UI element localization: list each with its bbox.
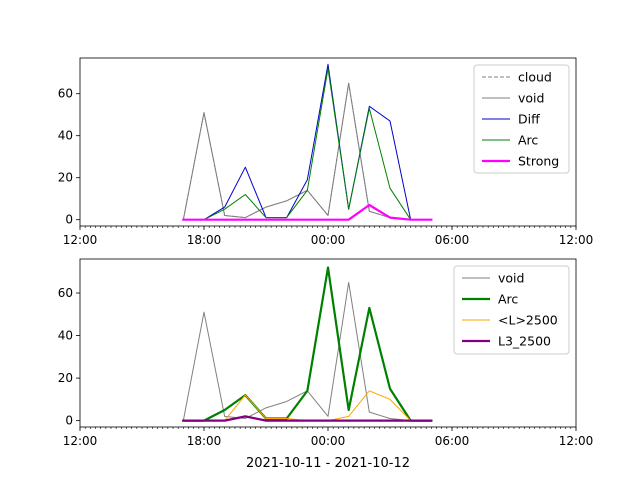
series-line-diff [182,63,432,221]
legend-label: Diff [518,112,540,127]
x-tick-label: 00:00 [311,233,346,247]
axes-frame [79,258,577,428]
x-tick-label: 06:00 [435,434,470,448]
series-lines [182,63,433,221]
y-tick-label: 40 [58,329,73,343]
legend-label: <L>2500 [498,313,558,328]
legend: cloud void Diff Arc Strong [473,64,570,174]
series-line-arc [182,68,432,221]
legend-box [453,265,570,355]
x-tick-label: 18:00 [187,434,222,448]
legend-label: void [498,271,524,286]
bottom-panel: 12:00 18:00 00:00 06:00 12:00 0 20 40 60 void Arc <… [58,258,594,448]
legend-label: Arc [518,133,538,148]
y-tick-label: 20 [58,171,73,185]
y-tick-label: 60 [58,286,73,300]
legend-box [473,64,570,174]
figure-xlabel: 2021-10-11 - 2021-10-12 [246,456,410,471]
legend-label: L3_2500 [498,334,551,349]
y-tick-label: 20 [58,371,73,385]
series-line-l3-2500 [182,415,433,422]
legend-label: void [518,91,544,106]
y-tick-label: 0 [65,414,73,428]
top-panel: 12:00 18:00 00:00 06:00 12:00 0 20 40 60 cloud voi… [58,57,594,247]
y-tick-label: 0 [65,213,73,227]
legend: void Arc <L>2500 L3_2500 [453,265,570,355]
x-tick-label: 18:00 [187,233,222,247]
legend-label: Arc [498,292,518,307]
x-tick-label: 06:00 [435,233,470,247]
y-tick-label: 60 [58,87,73,101]
series-line-arc [182,266,433,422]
x-tick-label: 12:00 [63,434,98,448]
axes-frame [79,57,577,227]
x-tick-label: 12:00 [559,233,594,247]
legend-label: Strong [518,154,559,169]
y-tick-label: 40 [58,129,73,143]
x-tick-label: 12:00 [559,434,594,448]
x-tick-label: 12:00 [63,233,98,247]
x-tick-label: 00:00 [311,434,346,448]
series-lines [182,266,433,422]
legend-label: cloud [518,70,552,85]
series-line-strong [182,203,433,221]
